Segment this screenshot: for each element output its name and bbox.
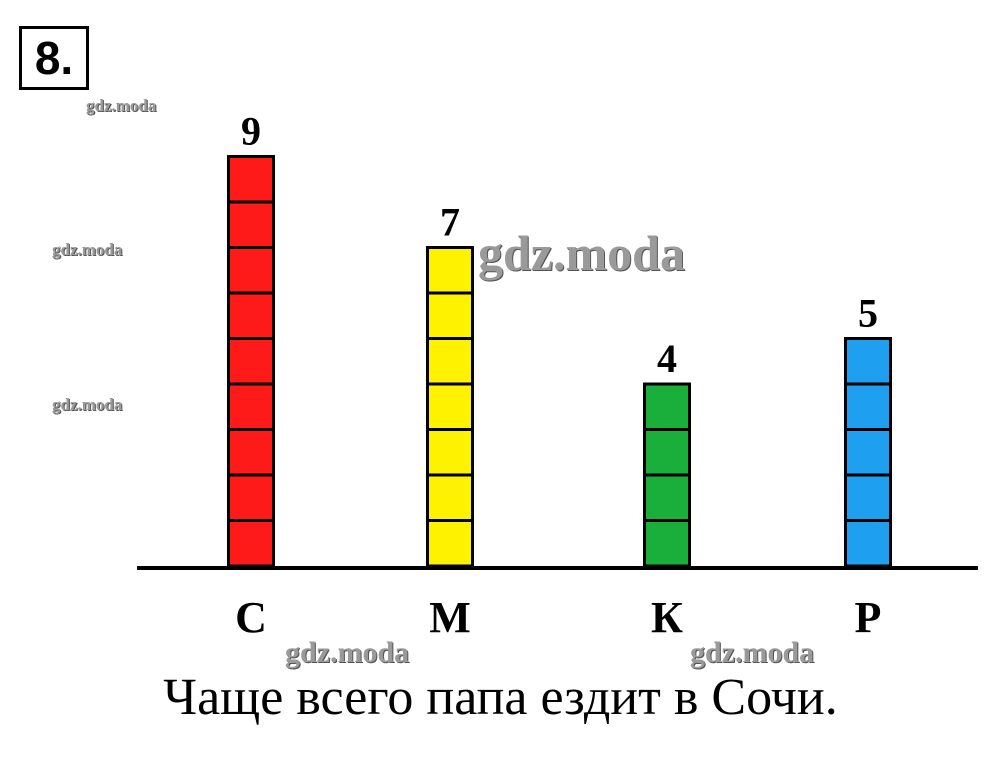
watermark: gdz.moda	[52, 395, 123, 414]
bar-cell	[844, 519, 892, 568]
watermark: gdz.moda	[478, 225, 685, 281]
bar-cell	[227, 200, 275, 249]
bar-cell	[227, 291, 275, 340]
bar-cell	[643, 382, 691, 431]
bar-cell	[844, 337, 892, 386]
bar-cell	[643, 428, 691, 477]
bar-cell	[227, 246, 275, 295]
labels-group: 9 С 7 М 4 К 5 Р	[235, 109, 881, 643]
bar-cell	[844, 382, 892, 431]
bar-value-label: 4	[657, 336, 677, 381]
bar-value-label: 5	[858, 291, 878, 336]
bar-cell	[844, 428, 892, 477]
bar-cell	[426, 291, 474, 340]
bar-value-label: 9	[241, 109, 261, 154]
bar-cell	[426, 246, 474, 295]
bar-cell	[643, 473, 691, 522]
bar-value-label: 7	[440, 200, 460, 245]
category-label: Р	[855, 593, 882, 642]
bar-cell	[227, 519, 275, 568]
bar-cell	[227, 155, 275, 204]
bars-group	[227, 155, 892, 568]
bar-cell	[426, 519, 474, 568]
bar-cell	[844, 473, 892, 522]
task-number: 8.	[34, 32, 74, 84]
task-number-box: 8.	[19, 26, 89, 90]
category-label: К	[651, 593, 683, 642]
watermark: gdz.moda	[52, 240, 123, 259]
watermark: gdz.moda	[86, 96, 157, 115]
bar-cell	[426, 382, 474, 431]
watermark: gdz.moda	[690, 636, 815, 669]
bar-cell	[426, 473, 474, 522]
watermark: gdz.moda	[285, 636, 410, 669]
conclusion-text: Чаще всего папа ездит в Сочи.	[163, 669, 838, 726]
bar-cell	[227, 337, 275, 386]
bar-cell	[227, 473, 275, 522]
bar-cell	[227, 428, 275, 477]
category-label: М	[429, 593, 471, 642]
category-label: С	[235, 593, 267, 642]
bar-cell	[426, 428, 474, 477]
bar-cell	[227, 382, 275, 431]
bar-cell	[426, 337, 474, 386]
bar-cell	[643, 519, 691, 568]
